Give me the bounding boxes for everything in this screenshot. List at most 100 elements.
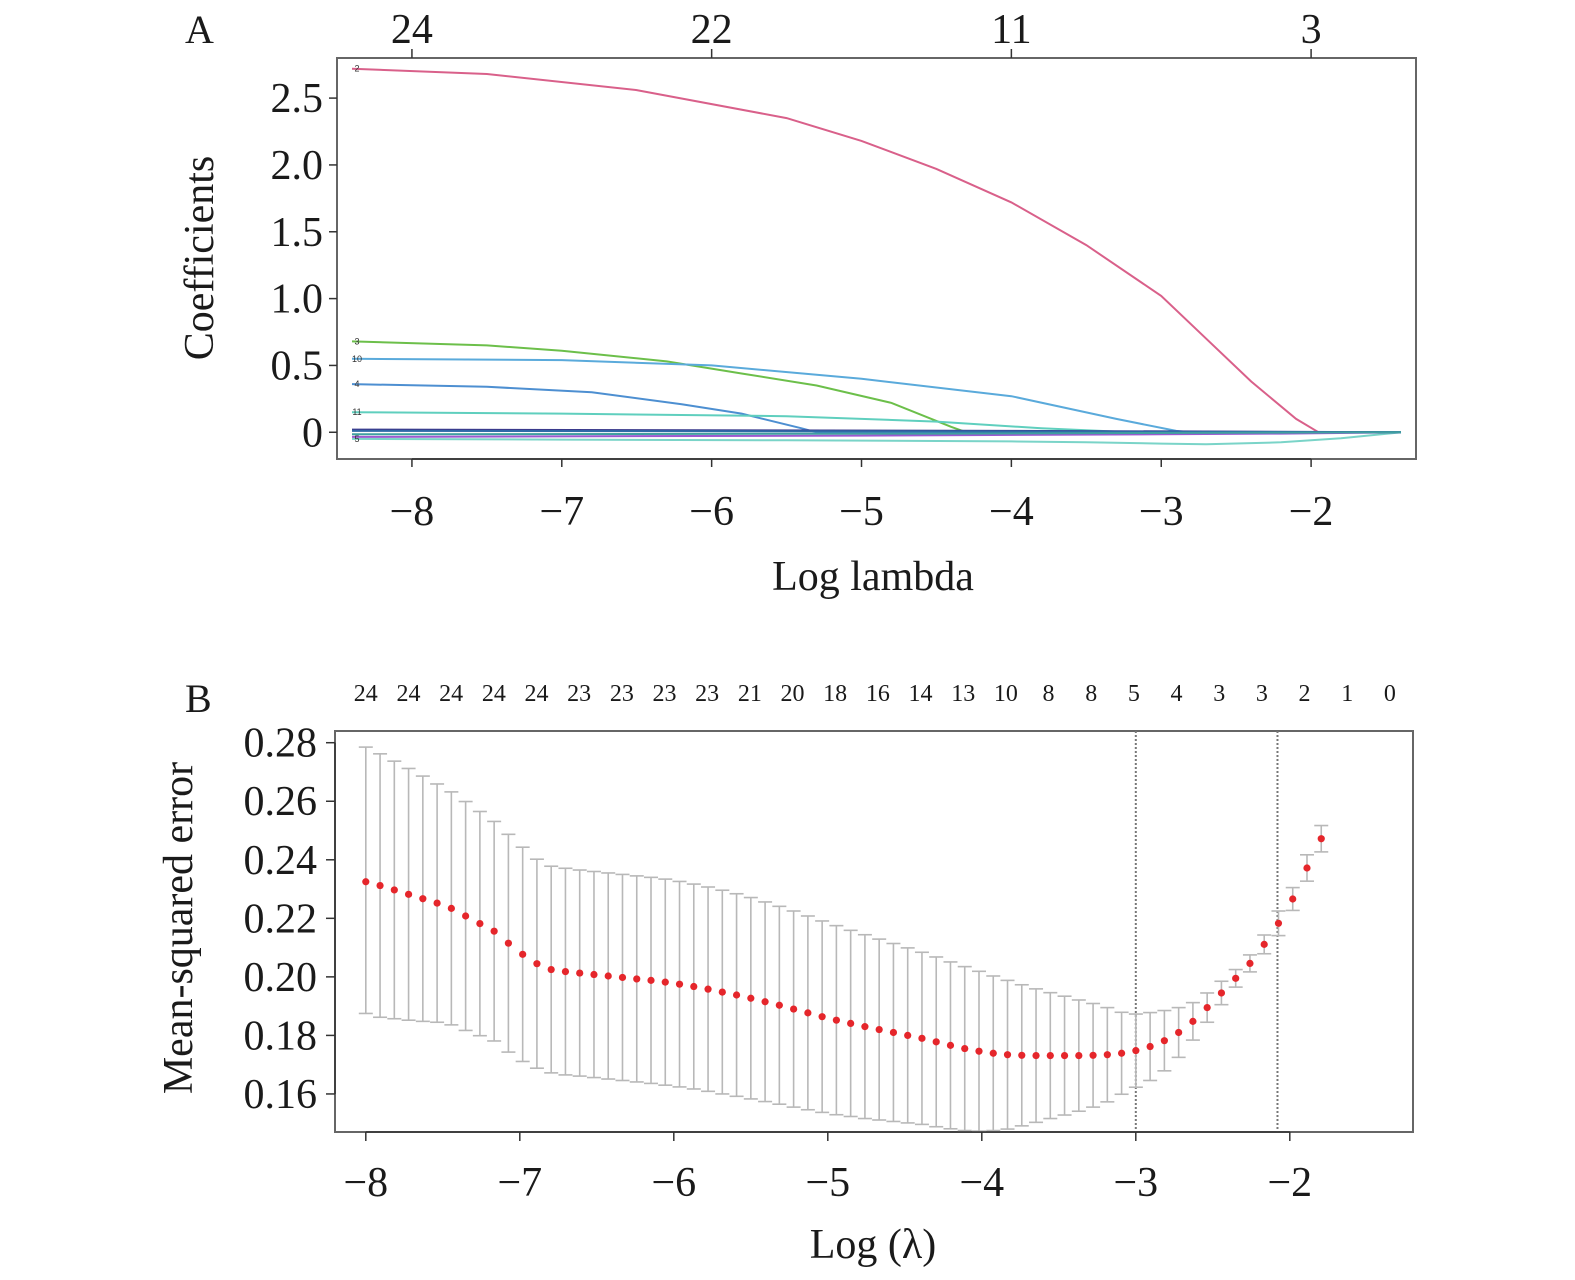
count-label: 2	[1299, 681, 1311, 707]
x-tick-label: −6	[651, 1160, 696, 1206]
x-tick-label: −3	[1139, 489, 1184, 535]
count-label: 23	[695, 681, 719, 707]
count-label: 1	[1341, 681, 1353, 707]
mean-point	[747, 994, 755, 1002]
mean-point	[904, 1031, 912, 1040]
x-tick-label: −8	[343, 1160, 388, 1206]
mean-point	[390, 886, 398, 894]
mean-point	[1146, 1042, 1154, 1051]
mean-point	[519, 950, 527, 958]
y-tick-label: 0.18	[244, 1013, 318, 1059]
x-axis-b: −8 −7 −6 −5 −4 −3 −2	[343, 1131, 1312, 1206]
line-label: 10	[352, 354, 362, 364]
mean-point	[875, 1025, 883, 1034]
top-tick-label: 11	[991, 7, 1031, 53]
mean-point	[1217, 989, 1226, 997]
mean-point	[775, 1001, 783, 1009]
count-label: 21	[738, 681, 762, 707]
line-label: 11	[352, 407, 361, 417]
mean-point	[818, 1013, 826, 1021]
mean-point	[604, 972, 612, 980]
y-tick-label: 2.0	[271, 143, 324, 189]
mean-point	[1032, 1052, 1040, 1060]
mean-point	[462, 912, 470, 920]
mean-point	[404, 890, 413, 898]
panel-b-cross-validation: B 24 24 24 24 24 23 23 23 23 21 20 18 16 14 13 10 8 8 5 4 3 3…	[156, 676, 1414, 1268]
top-tick-label: 22	[691, 7, 733, 53]
mean-point	[1132, 1047, 1140, 1055]
mean-point	[419, 895, 427, 903]
reference-vlines	[1134, 731, 1279, 1132]
mean-point	[447, 904, 455, 912]
mean-point	[1232, 974, 1240, 982]
line-label: 3	[354, 336, 359, 346]
x-tick-label: −4	[959, 1160, 1004, 1206]
y-tick-label: 0	[302, 410, 323, 456]
coef-line-4	[351, 383, 1401, 434]
x-tick-label: −4	[989, 489, 1034, 535]
mean-point	[861, 1023, 869, 1031]
mean-point	[661, 978, 669, 986]
mean-point	[1046, 1052, 1054, 1060]
x-tick-label: −5	[839, 489, 884, 535]
coef-line-15	[351, 431, 1402, 436]
count-label: 20	[781, 681, 805, 707]
count-label: 23	[610, 681, 634, 707]
mean-point	[975, 1047, 983, 1055]
x-axis-a: −8 −7 −6 −5 −4 −3 −2	[390, 458, 1333, 535]
mean-point	[1289, 895, 1297, 903]
mean-point	[847, 1019, 855, 1028]
y-tick-label: 1.5	[271, 210, 324, 256]
y-tick-label: 0.22	[244, 896, 318, 942]
panel-a-coefficient-paths: A 2 3 10 4 11 5 −8 −7 −6 −5 −4 −3 −2 0 0.5 1.0 1.5 2.0 2…	[177, 7, 1417, 600]
count-label: 10	[994, 681, 1018, 707]
mean-point	[1060, 1052, 1069, 1060]
mean-point	[533, 960, 541, 968]
panel-label-b: B	[185, 676, 212, 721]
mean-point	[1274, 919, 1283, 927]
mean-points	[362, 835, 1325, 1060]
count-label: 18	[823, 681, 847, 707]
line-label: 2	[354, 64, 359, 74]
mean-point	[1118, 1049, 1126, 1057]
top-count-labels: 24 24 24 24 24 23 23 23 23 21 20 18 16 14 13 10 8 8 5 4 3 3 2 1…	[354, 681, 1396, 707]
x-tick-label: −5	[805, 1160, 850, 1206]
y-tick-label: 0.5	[271, 343, 324, 389]
mean-point	[961, 1044, 969, 1053]
x-tick-label: −7	[539, 489, 584, 535]
count-label: 4	[1171, 681, 1183, 707]
mean-point	[590, 970, 598, 979]
mean-point	[1246, 959, 1254, 968]
y-axis-title-b: Mean-squared error	[156, 762, 202, 1094]
y-tick-label: 0.28	[244, 721, 318, 767]
mean-point	[690, 982, 698, 991]
y-axis-title-a: Coefficients	[177, 156, 223, 361]
mean-point	[804, 1009, 812, 1017]
x-tick-label: −7	[497, 1160, 542, 1206]
mean-point	[1089, 1051, 1097, 1059]
y-tick-label: 0.16	[244, 1072, 318, 1118]
coefficient-lines	[351, 67, 1402, 446]
top-axis-a: 24 22 11 3	[391, 7, 1322, 58]
line-label: 5	[354, 434, 359, 444]
top-tick-label: 3	[1301, 7, 1322, 53]
mean-point	[1317, 835, 1325, 843]
mean-point	[1003, 1051, 1012, 1059]
mean-point	[376, 881, 384, 890]
mean-point	[889, 1028, 898, 1037]
mean-point	[476, 919, 484, 928]
x-tick-label: −3	[1113, 1160, 1158, 1206]
x-tick-label: −2	[1267, 1160, 1312, 1206]
count-label: 23	[567, 681, 591, 707]
mean-point	[989, 1049, 997, 1057]
top-tick-label: 24	[391, 7, 433, 53]
count-label: 24	[524, 681, 548, 707]
line-end-labels: 2 3 10 4 11 5	[352, 64, 362, 444]
mean-point	[1260, 940, 1268, 948]
mean-point	[932, 1038, 940, 1046]
x-tick-label: −8	[390, 489, 435, 535]
count-label: 24	[354, 681, 378, 707]
mean-point	[1160, 1037, 1168, 1045]
y-axis-a: 0 0.5 1.0 1.5 2.0 2.5	[271, 76, 337, 456]
